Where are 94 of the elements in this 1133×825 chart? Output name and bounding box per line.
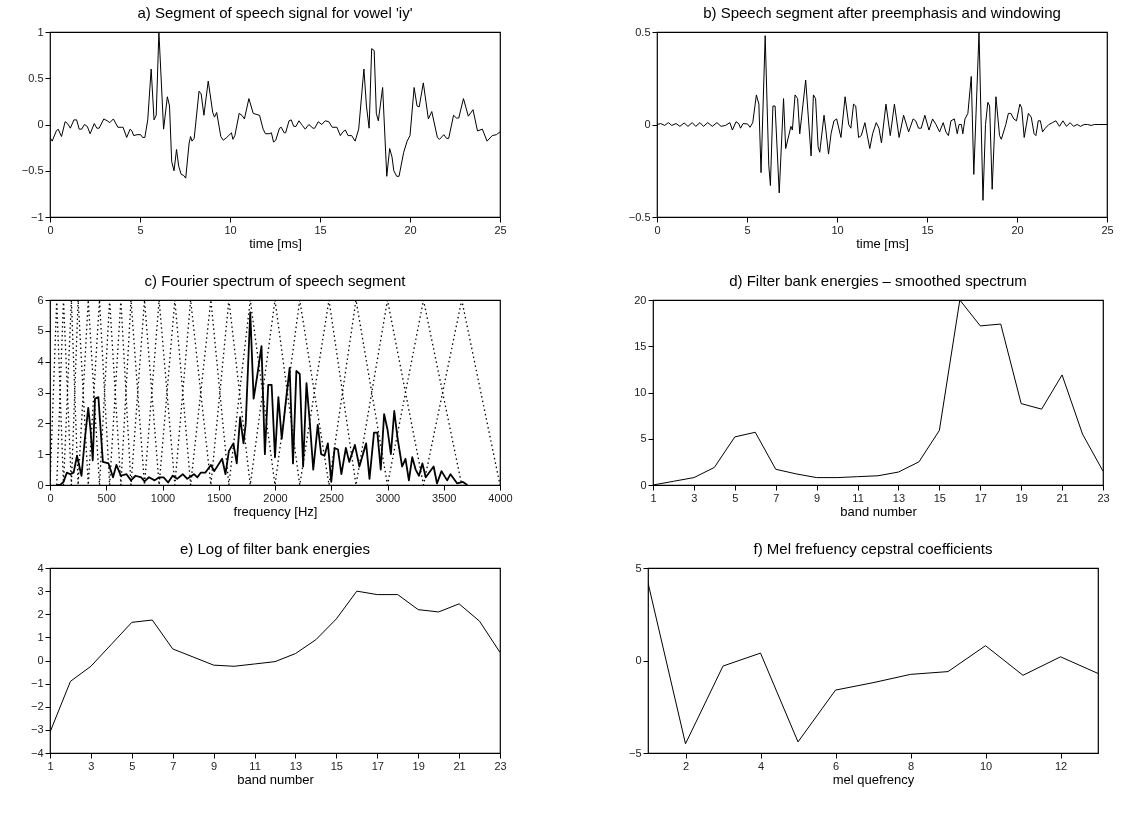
x-tick-label: 3 — [691, 491, 698, 504]
x-tick-label: 17 — [974, 491, 987, 504]
chart-title: e) Log of filter bank energies — [179, 540, 371, 557]
x-tick-label: 21 — [1056, 491, 1069, 504]
x-tick-label: 4000 — [488, 491, 513, 504]
y-tick-label: 0 — [37, 118, 44, 130]
x-tick-label: 11 — [249, 759, 261, 772]
x-tick-label: 20 — [1011, 223, 1024, 236]
x-tick-label: 13 — [289, 759, 303, 772]
x-tick-label: 3000 — [375, 491, 401, 504]
y-tick-label: 0 — [635, 654, 642, 666]
x-tick-label: 9 — [211, 759, 218, 772]
x-tick-label: 2000 — [263, 491, 288, 504]
x-tick-label: 10 — [831, 223, 844, 236]
x-tick-label: 10 — [224, 223, 237, 236]
x-tick-label: 23 — [494, 759, 507, 772]
x-tick-label: 15 — [330, 759, 343, 772]
chart-title: a) Segment of speech signal for vowel 'iy' — [137, 4, 413, 21]
x-tick-label: 19 — [1015, 491, 1028, 504]
y-tick-label: 2 — [37, 416, 44, 429]
x-tick-label: 15 — [933, 491, 946, 504]
x-tick-label: 23 — [1097, 491, 1110, 504]
y-tick-label: 1 — [37, 630, 44, 643]
y-tick-label: 0 — [37, 478, 44, 491]
y-tick-label: 6 — [37, 293, 44, 306]
x-axis-title: frequency [Hz] — [233, 503, 318, 519]
x-axis-title: time [ms] — [249, 235, 302, 251]
chart-title: d) Filter bank energies – smoothed spectrum — [729, 272, 1027, 289]
y-tick-label: 3 — [37, 386, 44, 398]
y-tick-label: 4 — [37, 355, 44, 368]
chart-title: b) Speech segment after preemphasis and windowing — [703, 4, 1061, 21]
x-tick-label: 3500 — [432, 491, 457, 504]
x-axis-title: mel quefrency — [832, 771, 915, 787]
x-tick-label: 17 — [371, 759, 384, 772]
x-tick-label: 7 — [170, 759, 177, 772]
x-tick-label: 7 — [773, 491, 780, 504]
y-tick-label: −5 — [628, 746, 642, 759]
y-tick-label: 0.5 — [28, 71, 44, 84]
x-tick-label: 5 — [129, 759, 136, 772]
y-tick-label: 1 — [37, 447, 44, 460]
x-tick-label: 21 — [453, 759, 466, 772]
y-tick-label: 1 — [37, 25, 44, 38]
x-axis-title: time [ms] — [856, 235, 909, 251]
x-tick-label: 0 — [654, 223, 661, 236]
y-tick-label: 3 — [37, 584, 44, 597]
x-tick-label: 5 — [732, 491, 739, 504]
x-tick-label: 15 — [314, 223, 327, 236]
x-tick-label: 11 — [852, 491, 864, 504]
x-tick-label: 6 — [832, 759, 840, 772]
x-tick-label: 3 — [88, 759, 95, 772]
x-tick-label: 5 — [137, 223, 144, 236]
y-tick-label: −2 — [30, 700, 44, 713]
x-tick-label: 1500 — [207, 491, 232, 504]
chart-title: f) Mel frefuency cepstral coefficients — [753, 540, 993, 557]
x-tick-label: 25 — [494, 223, 507, 236]
y-tick-label: 5 — [635, 561, 642, 574]
x-tick-label: 12 — [1054, 759, 1068, 772]
x-tick-label: 25 — [1101, 223, 1114, 236]
y-tick-label: 5 — [640, 432, 647, 445]
chart-title: c) Fourier spectrum of speech segment — [144, 272, 407, 289]
y-tick-label: 15 — [634, 339, 647, 352]
x-tick-label: 8 — [907, 759, 915, 772]
y-tick-label: −3 — [30, 723, 44, 736]
x-tick-label: 1000 — [150, 491, 176, 504]
x-tick-label: 20 — [404, 223, 417, 236]
y-tick-label: 0 — [37, 654, 44, 666]
x-axis-title: band number — [237, 771, 315, 787]
y-tick-label: 0 — [644, 118, 651, 130]
x-tick-label: 2500 — [319, 491, 344, 504]
x-tick-label: 9 — [814, 491, 821, 504]
x-tick-label: 5 — [744, 223, 751, 236]
y-tick-label: 5 — [37, 324, 44, 337]
y-tick-label: −0.5 — [21, 164, 44, 177]
x-tick-label: 4 — [757, 759, 765, 772]
y-tick-label: 0 — [640, 478, 647, 491]
y-tick-label: 20 — [634, 293, 647, 306]
x-tick-label: 0 — [47, 223, 54, 236]
y-tick-label: 0.5 — [635, 25, 651, 38]
x-tick-label: 1 — [47, 759, 54, 772]
y-tick-label: 2 — [37, 607, 44, 620]
y-tick-label: −4 — [30, 746, 44, 759]
y-tick-label: 4 — [37, 561, 44, 574]
x-tick-label: 0 — [47, 491, 54, 504]
x-tick-label: 500 — [97, 491, 116, 504]
x-axis-title: band number — [840, 503, 918, 519]
x-tick-label: 2 — [682, 759, 690, 772]
y-tick-label: −1 — [30, 677, 44, 690]
y-tick-label: −1 — [30, 210, 44, 223]
x-tick-label: 15 — [921, 223, 934, 236]
y-tick-label: −0.5 — [628, 210, 651, 223]
x-tick-label: 10 — [979, 759, 993, 772]
x-tick-label: 19 — [412, 759, 425, 772]
x-tick-label: 13 — [892, 491, 906, 504]
y-tick-label: 10 — [634, 386, 647, 398]
